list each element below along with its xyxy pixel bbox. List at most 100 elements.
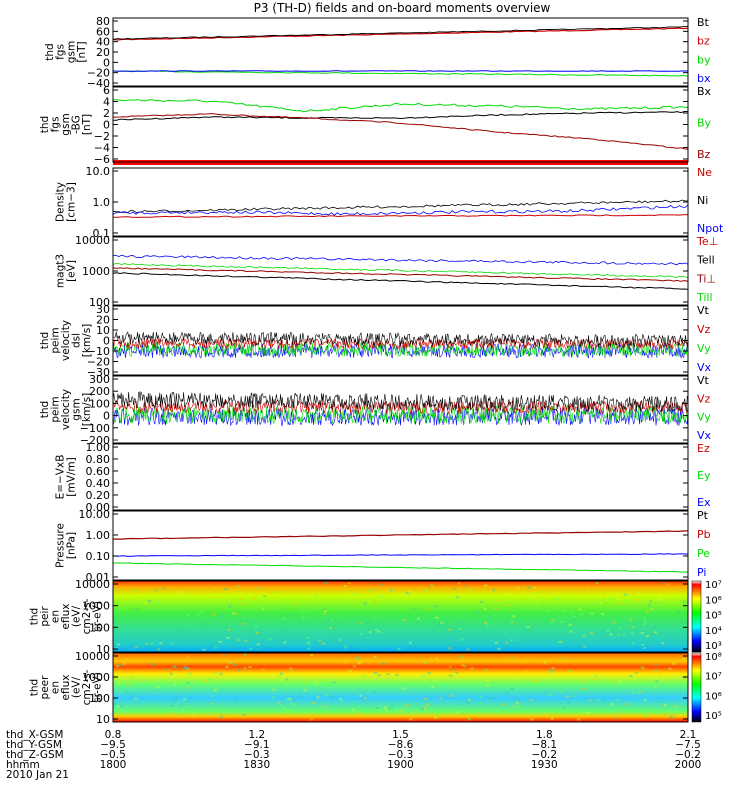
spectrogram-texture (654, 631, 657, 634)
y-tick-label: −6 (94, 153, 110, 166)
spectrogram-texture (646, 635, 649, 637)
spectrogram-texture (323, 705, 327, 708)
spectrogram-texture (460, 655, 463, 658)
y-tick-label: 80 (96, 15, 110, 28)
spectrogram-texture (214, 646, 218, 649)
spectrogram-texture (254, 673, 258, 676)
legend-item: bz (697, 35, 710, 48)
legend-item: bx (697, 72, 711, 85)
y-tick-label: −20 (87, 356, 110, 369)
spectrogram-texture (475, 690, 479, 693)
spectrogram-texture (494, 641, 498, 644)
spectrogram-texture (322, 642, 326, 645)
spectrogram-texture (522, 598, 526, 601)
spectrogram-texture (526, 625, 530, 628)
spectrogram-texture (457, 582, 461, 585)
x-tick-label: 0.8 (105, 729, 122, 741)
spectrogram-texture (126, 683, 130, 686)
colorbar-tick-label: 10⁶ (705, 691, 722, 702)
spectrogram-texture (237, 715, 241, 718)
spectrogram-texture (187, 681, 191, 684)
y-tick-label: −30 (87, 366, 110, 379)
trace-vt (112, 331, 689, 348)
spectrogram-texture (674, 705, 678, 707)
spectrogram-texture (579, 592, 583, 595)
spectrogram-texture (551, 619, 555, 622)
y-tick-label: −40 (87, 77, 110, 90)
spectrogram-texture (255, 631, 259, 634)
spectrogram-texture (599, 601, 603, 604)
spectrogram-texture (420, 708, 424, 711)
trace-tell (112, 272, 689, 290)
spectrogram-texture (348, 582, 351, 585)
spectrogram-texture (590, 612, 594, 615)
spectrogram-texture (405, 591, 409, 594)
y-tick-label: 1.00 (86, 441, 111, 454)
spectrogram-texture (544, 712, 548, 715)
spectrogram-texture (225, 601, 228, 604)
spectrogram-texture (259, 675, 263, 678)
spectrogram-texture (344, 645, 348, 648)
spectrogram-texture (132, 589, 136, 591)
spectrogram-texture (243, 667, 247, 670)
spectrogram-texture (307, 647, 311, 650)
trace-pe (112, 553, 689, 557)
spectrogram-texture (351, 708, 355, 711)
spectrogram-texture (134, 608, 138, 611)
trace-bz (112, 113, 689, 150)
panel-frame (112, 375, 689, 444)
y-tick-label: 100 (89, 621, 110, 634)
spectrogram-texture (286, 710, 290, 713)
x-tick-label: 1830 (243, 759, 270, 771)
colorbar-tick-label: 10⁷ (705, 580, 722, 591)
spectrogram-texture (505, 641, 509, 644)
spectrogram-texture (215, 595, 219, 598)
spectrogram-texture (361, 675, 365, 678)
spectrogram-texture (677, 610, 681, 613)
spectrogram-texture (511, 677, 515, 679)
spectrogram-texture (524, 669, 528, 672)
spectrogram-texture (484, 622, 488, 625)
spectrogram-texture (642, 667, 645, 670)
y-tick-label: 0 (103, 335, 110, 348)
panel-traces (112, 331, 689, 359)
spectrogram-texture (285, 697, 289, 700)
spectrogram-texture (587, 711, 591, 714)
spectrogram-texture (386, 709, 390, 712)
spectrogram-texture (243, 653, 247, 656)
legend-item: Ex (697, 496, 711, 509)
spectrogram-texture (209, 677, 213, 680)
spectrogram-texture (580, 613, 583, 616)
spectrogram-texture (516, 701, 519, 704)
spectrogram-texture (603, 700, 607, 703)
spectrogram-texture (288, 697, 292, 700)
y-tick-label: 100 (89, 296, 110, 309)
panel-frame (112, 580, 689, 653)
spectrogram-texture (268, 638, 272, 641)
spectrogram-texture (568, 623, 572, 626)
legend-item: By (697, 117, 712, 130)
spectrogram-texture (373, 690, 377, 693)
spectrogram-texture (645, 610, 649, 613)
spectrogram-texture (310, 654, 314, 656)
spectrogram-texture (134, 660, 137, 663)
spectrogram-texture (572, 695, 576, 697)
y-tick-label: −4 (94, 142, 110, 155)
trace-vz (112, 400, 689, 415)
trace-npot (112, 204, 689, 216)
spectrogram-texture (139, 670, 143, 673)
spectrogram-texture (181, 593, 185, 596)
trace-vz (112, 337, 689, 350)
y-tick-label: 4 (103, 96, 110, 109)
legend-item: Pe (697, 547, 710, 560)
spectrogram-texture (144, 602, 148, 605)
spectrogram-texture (297, 711, 301, 714)
legend-item: Vz (697, 323, 711, 336)
spectrogram-texture (356, 661, 360, 664)
spectrogram-texture (560, 691, 564, 694)
spectrogram-texture (241, 715, 245, 718)
spectrogram-texture (641, 643, 644, 646)
x-tick-label: 1.5 (392, 729, 409, 741)
spectrogram-texture (527, 586, 531, 589)
spectrogram-texture (123, 662, 126, 665)
